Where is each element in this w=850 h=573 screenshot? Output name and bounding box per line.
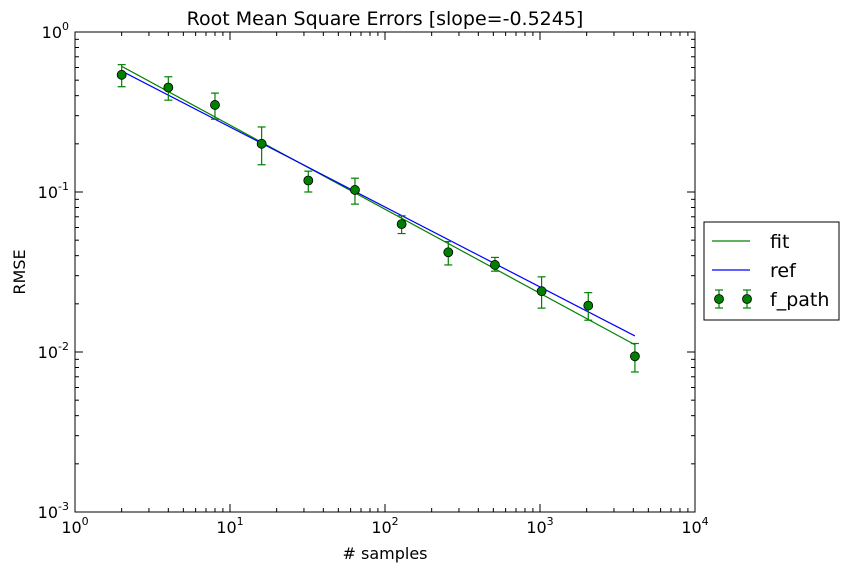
legend-label-ref: ref [770, 260, 797, 282]
data-point [303, 175, 314, 186]
data-point [396, 219, 407, 230]
data-point [443, 247, 454, 258]
data-point [536, 286, 547, 297]
data-point [163, 82, 174, 93]
x-tick-label: 101 [216, 515, 243, 537]
y-tick-label: 10-2 [38, 340, 69, 362]
legend-label-f_path: f_path [770, 289, 829, 311]
legend-marker [714, 294, 724, 304]
legend-box [703, 221, 840, 321]
series-line-ref [121, 70, 636, 337]
data-point [116, 69, 127, 80]
x-tick-label: 103 [526, 515, 553, 537]
x-tick-label: 104 [681, 515, 708, 537]
data-point [630, 351, 640, 362]
y-axis-label: RMSE [10, 249, 29, 294]
data-point [490, 260, 500, 270]
axis-ticks: 100 101 102 103 104 10-3 10-2 10-1 100 [38, 20, 709, 537]
data-point [583, 300, 594, 311]
data-point [350, 185, 360, 195]
x-tick-label: 100 [61, 515, 88, 537]
data-point [210, 100, 220, 110]
x-axis-label: # samples [343, 544, 428, 563]
chart-title: Root Mean Square Errors [slope=-0.5245] [187, 8, 584, 30]
legend-label-fit: fit [770, 231, 789, 253]
series-line-fit [121, 65, 636, 346]
legend-marker [742, 294, 752, 304]
plot-area [116, 64, 640, 373]
legend: fit ref f_path [703, 221, 840, 321]
data-point [256, 138, 267, 149]
y-tick-label: 100 [42, 20, 69, 42]
x-tick-label: 102 [371, 515, 398, 537]
y-tick-label: 10-1 [38, 180, 69, 202]
y-tick-label: 10-3 [38, 500, 69, 522]
